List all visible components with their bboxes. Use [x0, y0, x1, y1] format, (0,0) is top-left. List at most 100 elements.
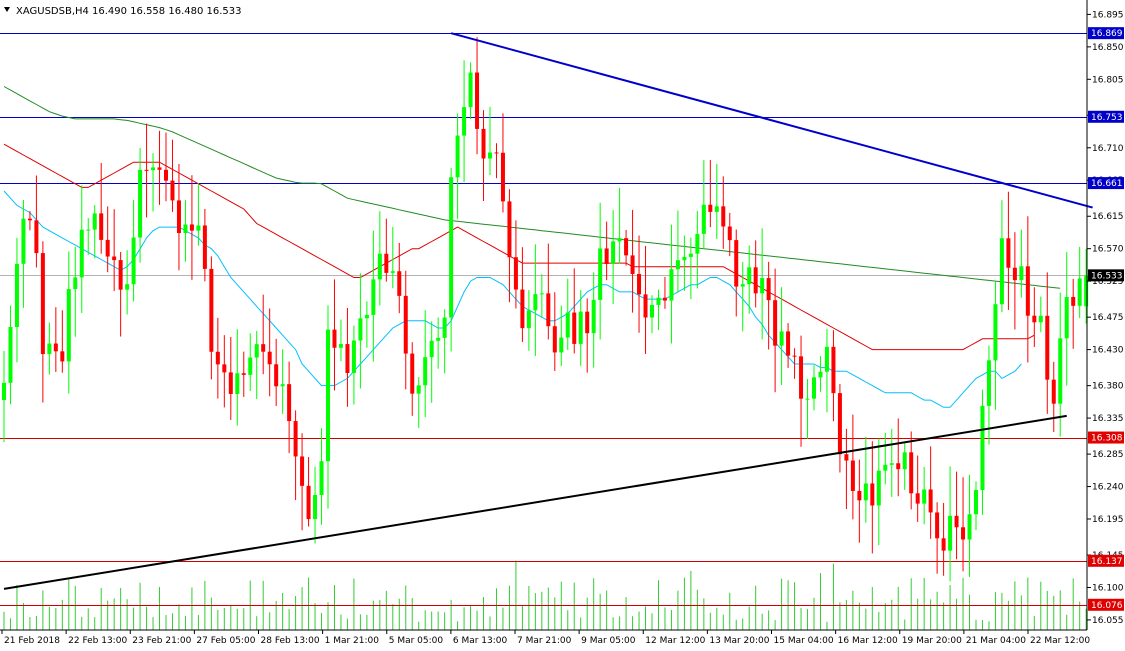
- time-tick-label: 12 Mar 12:00: [645, 636, 705, 646]
- candle-body: [591, 299, 596, 334]
- candle-body: [306, 485, 311, 520]
- candle-body: [183, 224, 188, 234]
- candle-body: [209, 268, 214, 352]
- candle-body: [60, 351, 65, 362]
- candle-body: [144, 169, 149, 171]
- time-tick-label: 9 Mar 05:00: [581, 636, 636, 646]
- price-tick-label: 16.850: [1092, 43, 1124, 53]
- candle-body: [416, 385, 421, 394]
- candle-body: [261, 344, 266, 352]
- candle-body: [948, 515, 953, 551]
- candle-body: [507, 201, 512, 258]
- time-tick-label: 1 Mar 21:00: [325, 636, 380, 646]
- candle-body: [1058, 338, 1063, 404]
- time-tick-label: 21 Mar 04:00: [966, 636, 1026, 646]
- header-ohlc: 16.490 16.558 16.480 16.533: [92, 6, 242, 17]
- candle-body: [248, 357, 253, 375]
- trendline-up[interactable]: [3, 414, 1067, 590]
- price-tick-label: 16.615: [1092, 212, 1124, 222]
- time-tick-label: 7 Mar 21:00: [517, 636, 572, 646]
- candle-body: [915, 493, 920, 504]
- candle-body: [980, 405, 985, 491]
- candle-body: [34, 220, 39, 254]
- candle-body: [423, 357, 428, 386]
- candle-body: [189, 224, 194, 231]
- candle-body: [656, 297, 661, 305]
- candle-body: [397, 271, 402, 296]
- candle-body: [1012, 267, 1017, 281]
- candle-body: [1064, 296, 1069, 339]
- candle-body: [293, 421, 298, 457]
- candle-body: [196, 225, 201, 231]
- volume-bars: [3, 560, 1087, 630]
- candle-body: [241, 373, 246, 375]
- candle-body: [79, 229, 84, 278]
- price-tick-label: 16.430: [1092, 346, 1124, 356]
- candle-body: [125, 284, 130, 290]
- chart-header: XAGUSDSB,H4 16.490 16.558 16.480 16.533: [4, 6, 242, 17]
- candle-body: [688, 253, 693, 257]
- candle-body: [650, 304, 654, 318]
- candle-body: [837, 393, 842, 455]
- candle-body: [617, 238, 622, 242]
- candle-body: [539, 293, 544, 295]
- candle-body: [753, 267, 758, 294]
- candle-body: [8, 326, 13, 383]
- candle-body: [598, 248, 603, 300]
- candle-body: [604, 248, 609, 265]
- candle-body: [105, 239, 110, 257]
- candle-body: [1038, 315, 1043, 323]
- candle-body: [280, 384, 285, 387]
- dropdown-triangle-icon[interactable]: [4, 7, 10, 12]
- candle-body: [500, 152, 505, 202]
- candle-body: [850, 460, 855, 491]
- candle-body: [1019, 266, 1024, 281]
- candle-body: [967, 514, 972, 540]
- time-tick-label: 19 Mar 20:00: [902, 636, 962, 646]
- trendlines: [3, 32, 1093, 590]
- candle-body: [66, 289, 71, 362]
- candle-body: [157, 167, 162, 170]
- candle-body: [675, 260, 680, 270]
- candle-body: [578, 311, 583, 344]
- candle-body: [533, 294, 538, 311]
- candle-body: [228, 372, 233, 394]
- candle-body: [86, 229, 91, 231]
- candle-body: [682, 256, 687, 261]
- time-tick-label: 15 Mar 04:00: [774, 636, 834, 646]
- candle-body: [572, 312, 577, 344]
- candle-body: [857, 490, 862, 501]
- candle-body: [954, 515, 959, 528]
- candle-body: [481, 128, 486, 159]
- candle-body: [740, 284, 745, 287]
- price-level-tag-label: 16.869: [1091, 29, 1123, 39]
- candle-body: [326, 329, 330, 462]
- candle-body: [1084, 275, 1089, 307]
- candle-body: [455, 135, 460, 178]
- candle-body: [662, 297, 667, 301]
- candle-body: [611, 241, 616, 265]
- candle-body: [1006, 238, 1011, 268]
- candle-body: [721, 206, 726, 227]
- candle-body: [779, 331, 784, 346]
- price-tick-label: 16.195: [1092, 515, 1124, 525]
- candle-body: [870, 483, 875, 506]
- price-level-tag: [1088, 110, 1124, 123]
- candle-body: [935, 512, 940, 539]
- candle-body: [151, 167, 156, 171]
- candle-body: [999, 238, 1004, 305]
- candle-body: [526, 310, 531, 329]
- candle-body: [961, 527, 966, 540]
- candle-body: [377, 253, 382, 280]
- candle-body: [468, 72, 473, 108]
- candlesticks: [2, 37, 1089, 582]
- candle-body: [565, 312, 570, 338]
- candle-body: [760, 278, 765, 294]
- candle-body: [47, 343, 52, 355]
- candle-body: [513, 257, 518, 290]
- candle-body: [896, 463, 901, 470]
- price-tick-label: 16.055: [1092, 616, 1124, 626]
- candle-body: [73, 277, 78, 290]
- trendline-down[interactable]: [450, 32, 1093, 209]
